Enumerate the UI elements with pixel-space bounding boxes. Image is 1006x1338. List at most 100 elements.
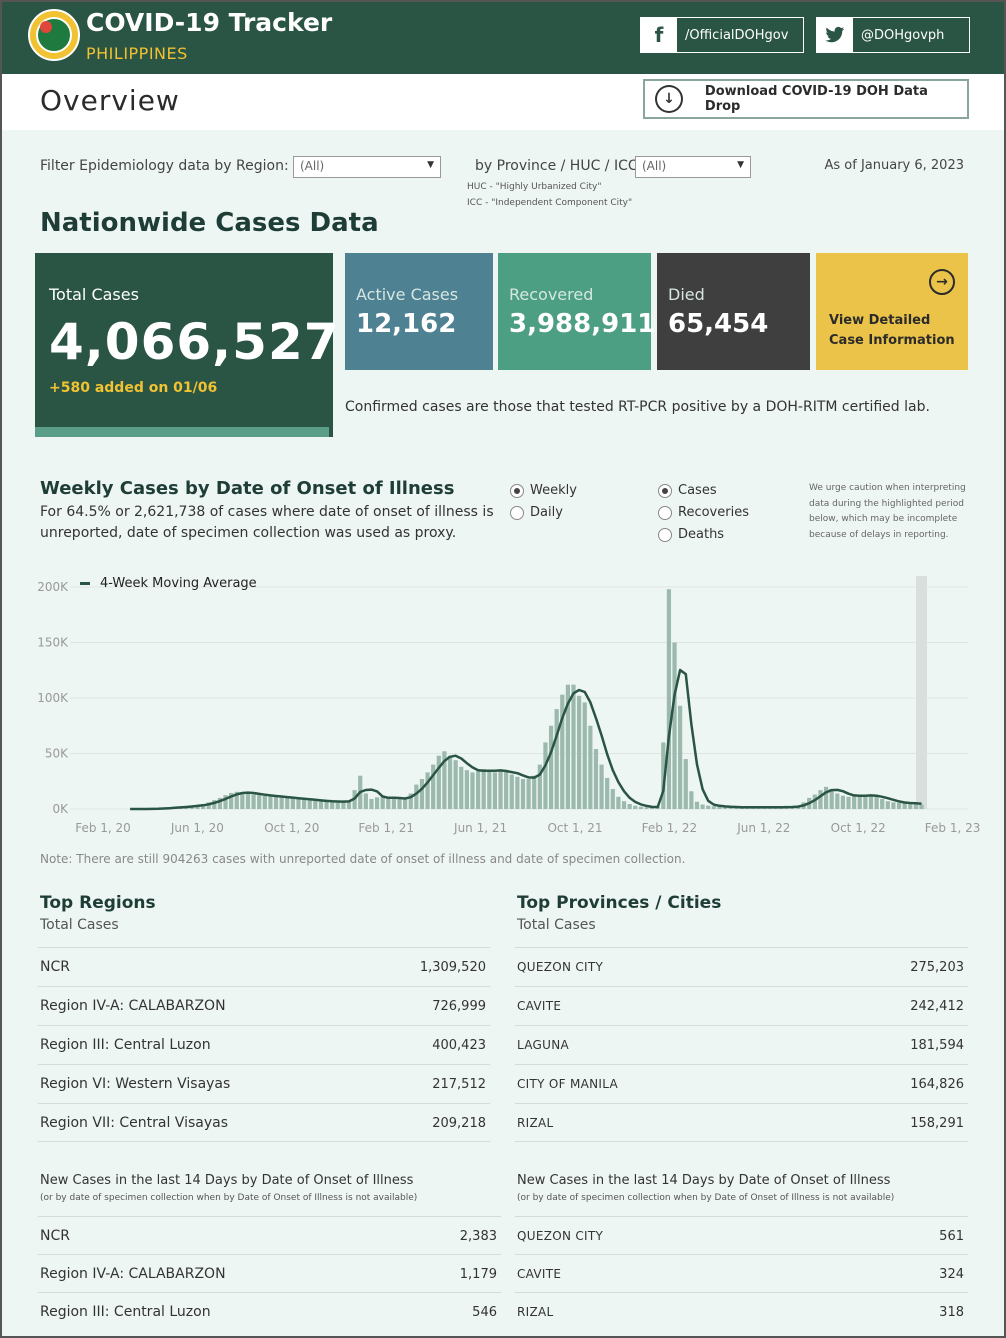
table-row[interactable]: CAVITE 324 <box>515 1254 968 1292</box>
bar <box>520 779 526 809</box>
bar <box>296 799 301 809</box>
bar <box>683 759 688 809</box>
table-row[interactable]: Region III: Central Luzon 400,423 <box>38 1025 490 1064</box>
province-value: 181,594 <box>910 1038 964 1053</box>
province-name: CITY OF MANILA <box>517 1077 619 1091</box>
region-filter-select[interactable]: (All) ▼ <box>293 156 441 178</box>
bar <box>835 793 840 809</box>
download-data-drop-button[interactable]: ↓ Download COVID-19 DOH Data Drop <box>643 79 969 119</box>
bar <box>644 807 649 809</box>
radio-daily[interactable]: Daily <box>510 505 563 520</box>
region-value: 400,423 <box>432 1038 486 1053</box>
province-name: CAVITE <box>517 999 562 1013</box>
bar <box>577 695 582 809</box>
region-value: 2,383 <box>459 1229 497 1244</box>
facebook-icon: f <box>641 18 677 52</box>
bar <box>223 795 228 810</box>
province-filter-value: (All) <box>642 159 667 173</box>
died-label: Died <box>668 285 705 304</box>
region-name: Region IV-A: CALABARZON <box>40 998 226 1014</box>
bar <box>414 784 419 809</box>
bar <box>335 801 340 809</box>
table-row[interactable]: Region IV-A: CALABARZON 726,999 <box>38 986 490 1025</box>
bar <box>273 796 279 809</box>
bar <box>818 790 823 809</box>
table-row[interactable]: RIZAL 158,291 <box>515 1103 968 1142</box>
table-row[interactable]: LAGUNA 181,594 <box>515 1025 968 1064</box>
incomplete-period-highlight <box>916 576 927 809</box>
province-name: CAVITE <box>517 1267 562 1281</box>
table-row[interactable]: Region VI: Western Visayas 217,512 <box>38 1064 490 1103</box>
bar <box>459 766 464 809</box>
bar <box>453 760 458 809</box>
twitter-icon <box>817 18 853 52</box>
radio-deaths[interactable]: Deaths <box>658 527 724 542</box>
twitter-link[interactable]: @DOHgovph <box>816 17 970 53</box>
radio-unselected-icon <box>510 505 524 520</box>
province-value: 275,203 <box>910 960 964 975</box>
table-row[interactable]: NCR 1,309,520 <box>38 947 490 986</box>
bar <box>447 755 453 809</box>
bar <box>621 801 627 809</box>
bar <box>616 796 621 809</box>
weekly-chart-description: For 64.5% or 2,621,738 of cases where da… <box>40 504 494 541</box>
radio-unselected-icon <box>658 505 672 520</box>
bar <box>588 725 593 809</box>
bar <box>475 771 481 809</box>
table-row[interactable]: QUEZON CITY 275,203 <box>515 947 968 986</box>
region-name: Region VII: Central Visayas <box>40 1115 228 1131</box>
radio-recoveries[interactable]: Recoveries <box>658 505 749 520</box>
view-detailed-button[interactable]: → View Detailed Case Information <box>816 253 968 370</box>
top-regions-title: Top Regions <box>40 893 156 913</box>
bar <box>470 772 475 809</box>
nationwide-title: Nationwide Cases Data <box>40 208 379 238</box>
province-name: RIZAL <box>517 1116 554 1130</box>
radio-unselected-icon <box>658 527 672 542</box>
x-tick-label: Jun 1, 20 <box>170 821 224 835</box>
bar <box>504 771 509 809</box>
bar <box>919 804 924 809</box>
top-regions-subtitle: Total Cases <box>40 917 119 933</box>
province-filter-select[interactable]: (All) ▼ <box>635 156 751 178</box>
region-value: 209,218 <box>432 1116 486 1131</box>
bar <box>262 795 267 809</box>
table-row[interactable]: Region VII: Central Visayas 209,218 <box>38 1103 490 1142</box>
card-accent-bar <box>35 427 329 437</box>
table-row[interactable]: QUEZON CITY 561 <box>515 1216 968 1254</box>
bar <box>689 791 694 809</box>
bar <box>431 764 436 809</box>
table-row[interactable]: Region IV-A: CALABARZON 1,179 <box>38 1254 501 1292</box>
table-row[interactable]: Region III: Central Luzon 546 <box>38 1292 501 1330</box>
bar <box>672 642 677 809</box>
bar <box>498 770 503 809</box>
bar <box>678 705 683 809</box>
region-name: NCR <box>40 959 70 975</box>
bar <box>363 793 368 809</box>
facebook-link[interactable]: f /OfficialDOHgov <box>640 17 804 53</box>
bar <box>717 806 722 809</box>
table-row[interactable]: CAVITE 242,412 <box>515 986 968 1025</box>
table-row[interactable]: RIZAL 318 <box>515 1292 968 1330</box>
bar <box>880 799 885 809</box>
table-row[interactable]: CITY OF MANILA 164,826 <box>515 1064 968 1103</box>
radio-weekly[interactable]: Weekly <box>510 483 577 498</box>
bar <box>403 797 408 809</box>
table-row[interactable]: NCR 2,383 <box>38 1216 501 1254</box>
region-value: 726,999 <box>432 999 486 1014</box>
regions-new-cases-title: New Cases in the last 14 Days by Date of… <box>40 1173 414 1188</box>
y-tick-label: 0K <box>52 802 69 816</box>
unreported-note: Note: There are still 904263 cases with … <box>40 852 686 866</box>
bar <box>290 798 295 809</box>
bar <box>251 794 256 809</box>
bar <box>554 709 559 809</box>
regions-new-cases-table: NCR 2,383 Region IV-A: CALABARZON 1,179 Re… <box>38 1216 501 1330</box>
top-provinces-subtitle: Total Cases <box>517 917 596 933</box>
radio-cases[interactable]: Cases <box>658 483 717 498</box>
x-tick-label: Feb 1, 21 <box>358 821 414 835</box>
bar <box>301 799 307 809</box>
province-name: LAGUNA <box>517 1038 570 1052</box>
bar <box>419 779 425 809</box>
bar <box>279 797 284 809</box>
bar <box>509 774 514 809</box>
bar <box>543 742 548 809</box>
